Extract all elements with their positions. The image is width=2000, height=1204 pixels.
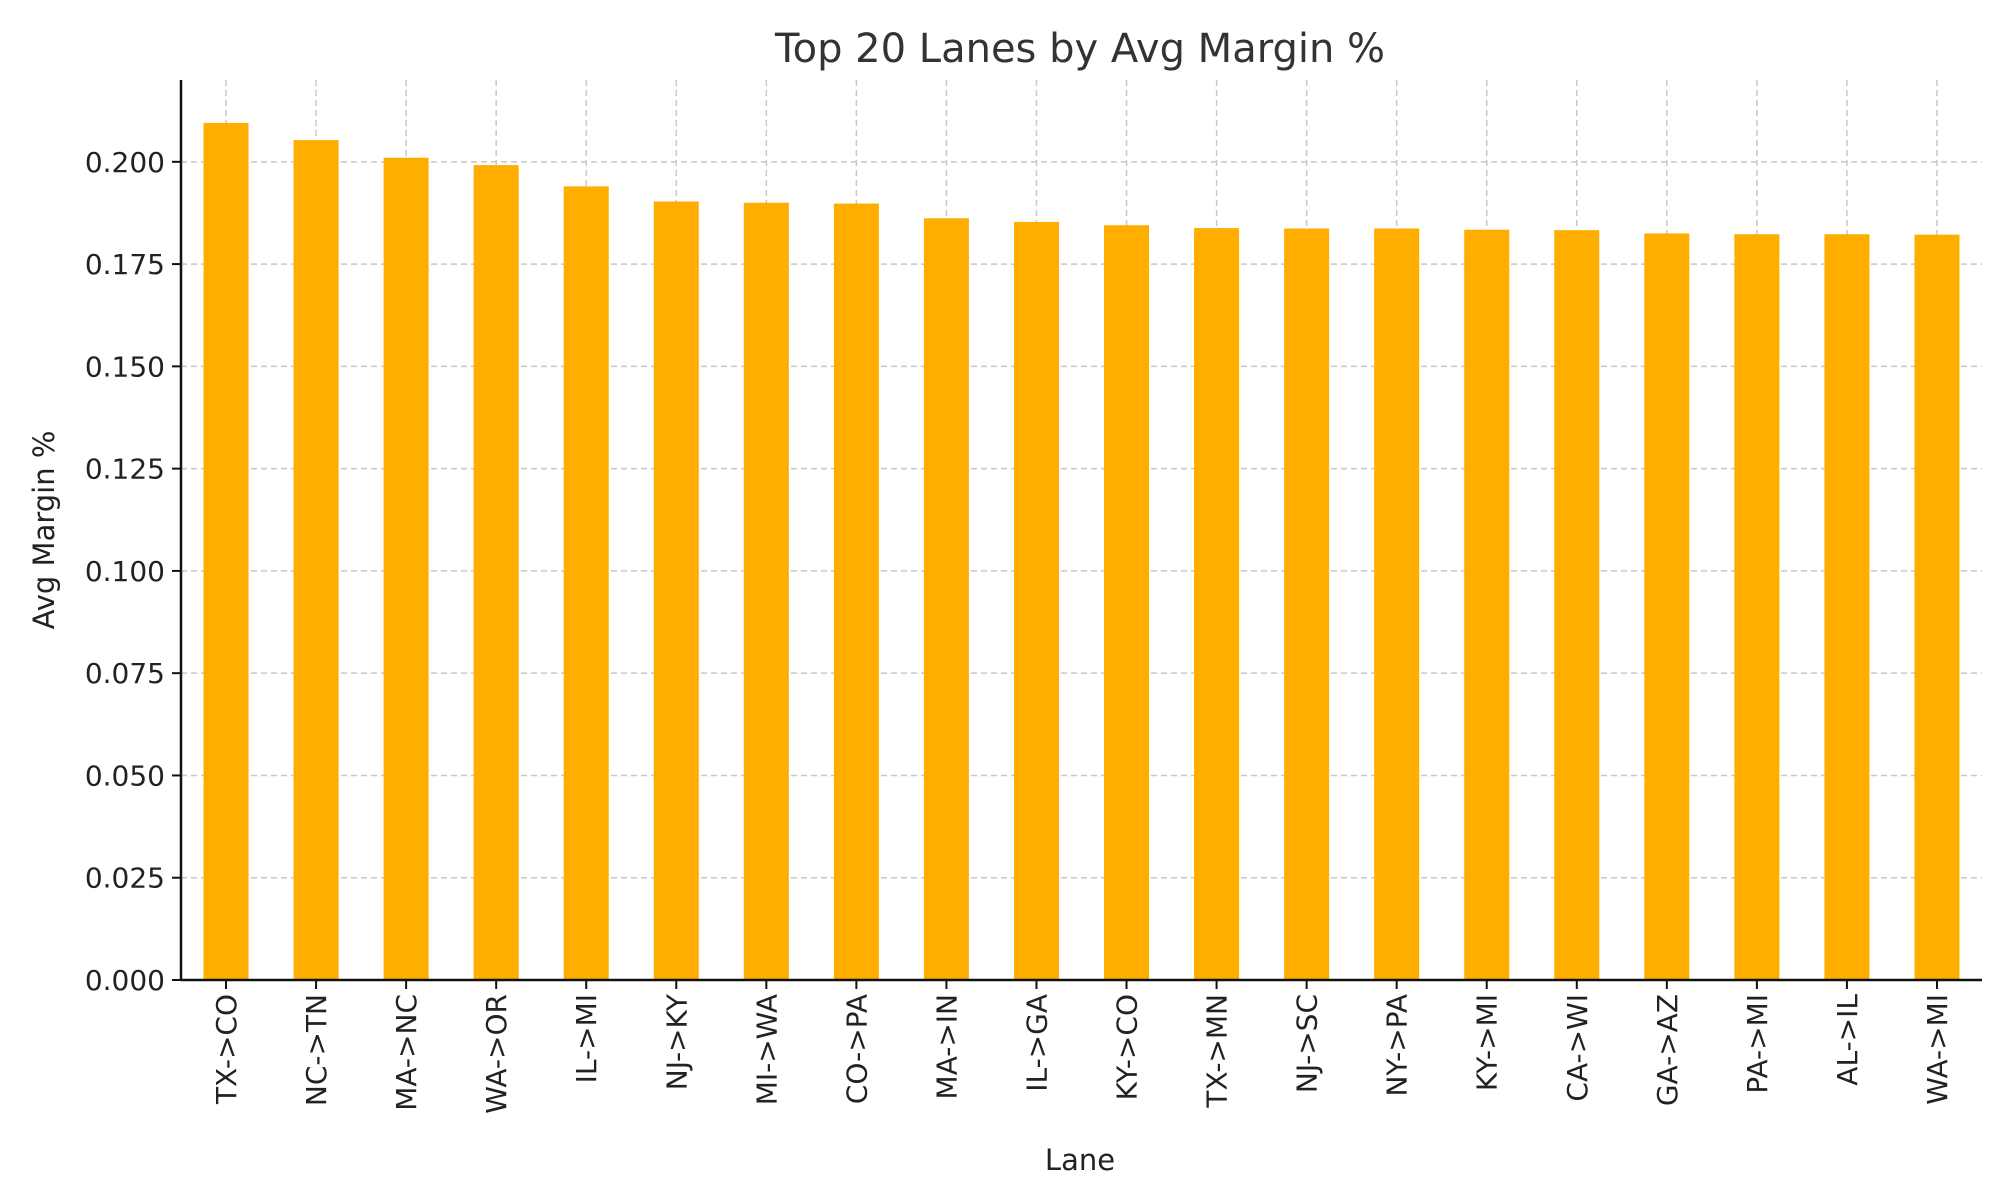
x-tick-label: NJ->SC — [1291, 994, 1324, 1093]
x-tick-labels: TX->CO NC->TN MA->NC WA->OR IL->MI NJ->KY MI->… — [210, 993, 1954, 1114]
y-tick-label: 0.125 — [85, 453, 165, 486]
y-tick-label: 0.050 — [85, 759, 165, 792]
x-tick-label: WA->OR — [480, 994, 513, 1114]
y-tick-label: 0.100 — [85, 555, 165, 588]
axes — [172, 80, 1982, 989]
x-tick-label: MI->WA — [750, 994, 783, 1105]
chart-title: Top 20 Lanes by Avg Margin % — [774, 26, 1385, 72]
x-tick-label: MA->NC — [390, 994, 423, 1111]
x-tick-label: WA->MI — [1921, 994, 1954, 1105]
y-axis-label: Avg Margin % — [27, 431, 61, 630]
bar — [203, 122, 249, 981]
y-tick-label: 0.150 — [85, 350, 165, 383]
y-tick-label: 0.075 — [85, 657, 165, 690]
y-tick-label: 0.025 — [85, 862, 165, 895]
x-tick-label: KY->MI — [1471, 994, 1504, 1091]
bar — [563, 186, 609, 980]
x-tick-label: NJ->KY — [660, 993, 693, 1090]
x-tick-label: IL->MI — [570, 994, 603, 1083]
x-tick-label: PA->MI — [1741, 994, 1774, 1094]
bar — [833, 203, 879, 980]
bar — [1284, 228, 1330, 980]
bar — [923, 218, 969, 981]
bar — [473, 165, 519, 980]
bar — [1374, 228, 1420, 980]
x-tick-label: AL->IL — [1831, 994, 1864, 1086]
x-tick-label: NC->TN — [300, 994, 333, 1106]
bar — [1644, 233, 1690, 981]
bar — [1104, 225, 1150, 980]
x-tick-label: KY->CO — [1111, 994, 1144, 1100]
x-tick-label: TX->MN — [1201, 994, 1234, 1109]
bar — [653, 201, 699, 980]
y-tick-label: 0.200 — [85, 146, 165, 179]
bar — [1554, 230, 1600, 981]
grid — [181, 80, 1982, 981]
y-tick-label: 0.175 — [85, 248, 165, 281]
bar — [1914, 234, 1960, 981]
x-tick-label: IL->GA — [1020, 994, 1053, 1092]
bar — [1734, 234, 1780, 980]
x-axis-label: Lane — [1045, 1143, 1115, 1177]
bar — [1824, 234, 1870, 980]
bar — [1464, 229, 1510, 980]
x-tick-label: GA->AZ — [1651, 994, 1684, 1106]
bars — [203, 122, 1960, 981]
bar — [743, 202, 789, 980]
x-tick-label: MA->IN — [930, 994, 963, 1099]
bar — [293, 140, 339, 981]
bar — [1194, 228, 1240, 980]
bar — [383, 157, 429, 980]
y-tick-labels: 0.000 0.025 0.050 0.075 0.100 0.125 0.150 0.175… — [85, 146, 165, 997]
y-tick-label: 0.000 — [85, 964, 165, 997]
x-tick-label: NY->PA — [1381, 994, 1414, 1097]
x-tick-label: CO->PA — [840, 994, 873, 1104]
x-tick-label: CA->WI — [1561, 994, 1594, 1102]
bar — [1013, 221, 1059, 981]
x-tick-label: TX->CO — [210, 994, 243, 1105]
